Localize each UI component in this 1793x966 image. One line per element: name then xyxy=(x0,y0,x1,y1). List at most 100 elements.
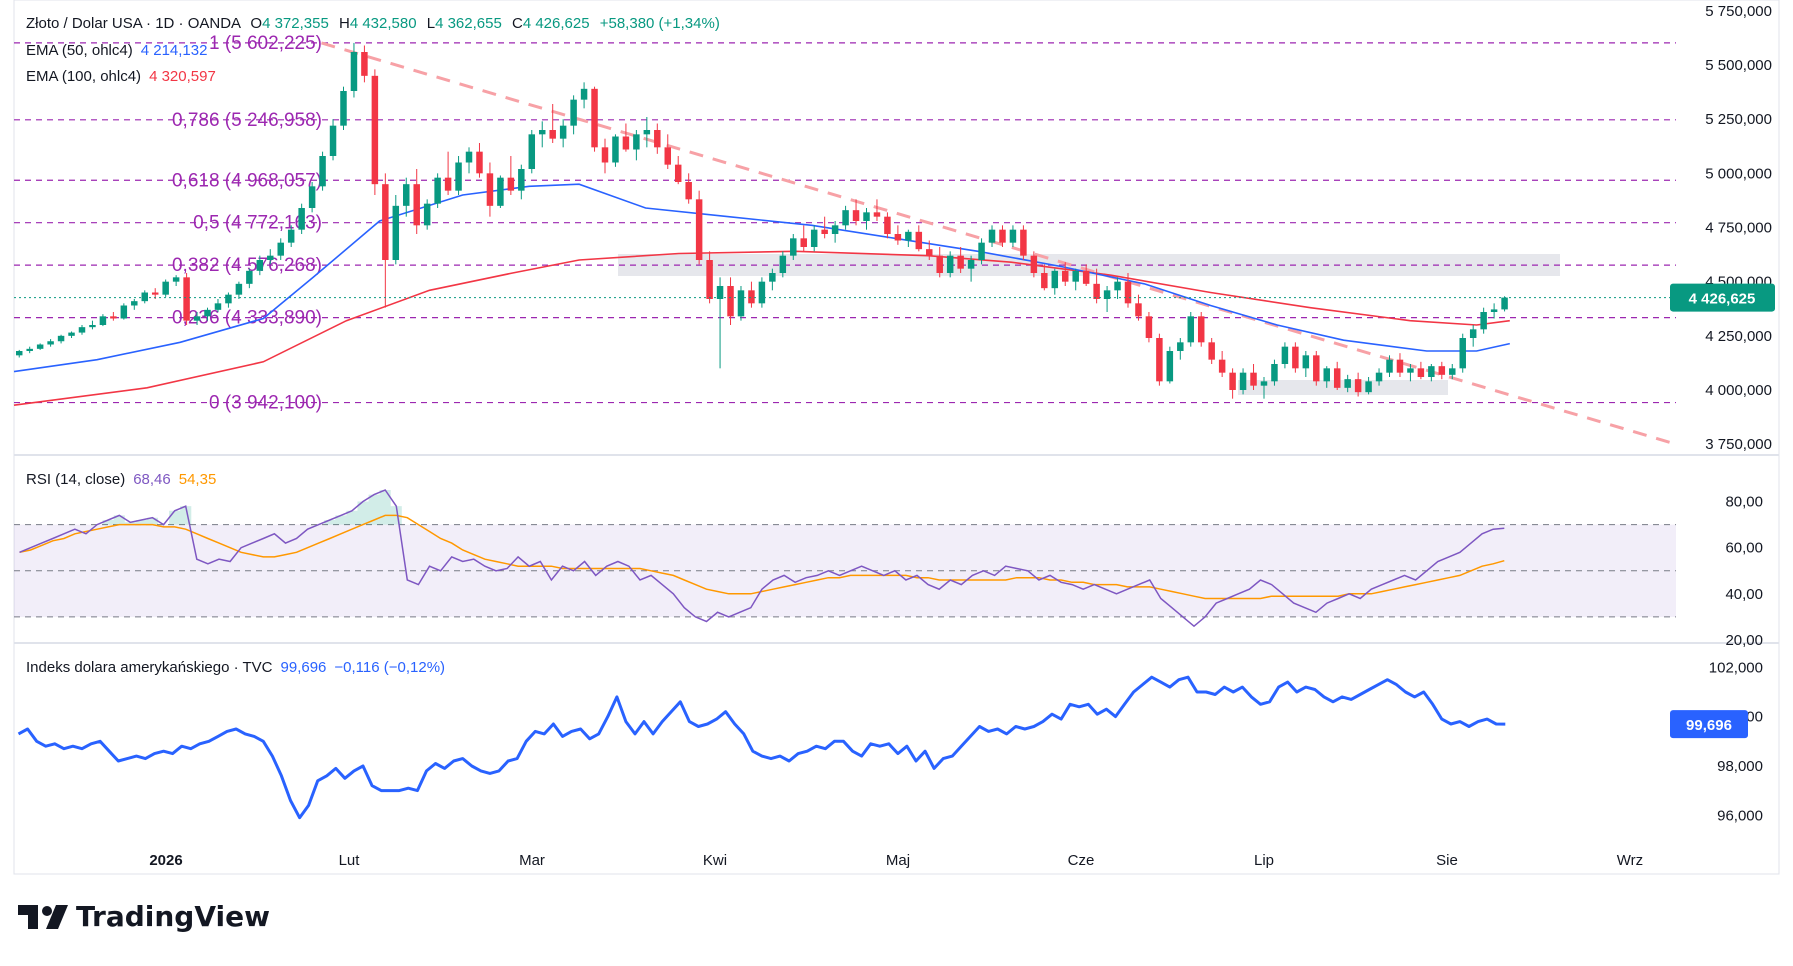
tradingview-logo[interactable]: TradingView xyxy=(18,900,270,933)
price-axis: 5 750,000 5 500,000 5 250,000 5 000,000 4 75… xyxy=(1705,3,1772,453)
candle xyxy=(654,123,661,154)
candle xyxy=(78,325,86,335)
candle xyxy=(769,268,776,291)
candle xyxy=(277,238,284,260)
candle xyxy=(1417,361,1425,380)
candle xyxy=(1239,368,1247,395)
dxy-badge-text: 99,696 xyxy=(1686,717,1732,734)
candle xyxy=(47,339,54,347)
candle-body xyxy=(141,292,148,302)
candle-body xyxy=(800,238,807,247)
fib-level-label: 0,382 (4 576,268) xyxy=(172,255,322,276)
candle-body xyxy=(340,91,347,126)
candle-body xyxy=(1386,359,1393,373)
candle xyxy=(1208,338,1215,364)
resistance-zone xyxy=(618,254,1560,276)
candle-body xyxy=(57,335,65,342)
candle-body xyxy=(748,290,755,304)
candle xyxy=(225,292,232,308)
candle-body xyxy=(1438,366,1446,375)
dxy-change: −0,116 (−0,12%) xyxy=(334,659,445,676)
svg-text:EMA (50, ohlc4)4 214,132: EMA (50, ohlc4) 4 214,132 xyxy=(26,42,207,59)
price-tick-label: 5 500,000 xyxy=(1705,57,1772,74)
candle-body xyxy=(476,151,483,174)
dxy-tick-label: 96,000 xyxy=(1717,807,1763,824)
time-tick-label: Lip xyxy=(1254,852,1274,869)
candle xyxy=(172,275,180,286)
candle xyxy=(214,299,222,312)
candle-body xyxy=(486,173,494,206)
candle-body xyxy=(821,229,828,234)
candle xyxy=(1020,225,1027,260)
candle-body xyxy=(978,242,985,260)
candle xyxy=(1281,342,1289,369)
candle-body xyxy=(329,125,337,156)
candle xyxy=(340,86,347,130)
candle xyxy=(810,225,818,252)
candle xyxy=(706,251,713,304)
candle xyxy=(36,343,44,350)
price-panel[interactable]: 1 (5 602,225) 0,786 (5 246,958) 0,618 (4 9… xyxy=(13,3,1775,453)
candle xyxy=(643,117,651,148)
candle xyxy=(361,45,368,83)
candle xyxy=(1166,346,1174,384)
candle xyxy=(256,255,264,276)
candle-body xyxy=(26,348,33,351)
candle xyxy=(1145,312,1153,343)
tradingview-logo-icon xyxy=(18,904,68,929)
candle-body xyxy=(643,130,651,135)
candle xyxy=(329,119,337,161)
candle-body xyxy=(1302,355,1310,369)
candle xyxy=(267,249,274,265)
candle xyxy=(1375,368,1383,386)
candle xyxy=(382,173,389,308)
candle-body xyxy=(507,177,515,191)
candle-body xyxy=(1396,359,1404,373)
open-label: O xyxy=(250,15,262,32)
candle xyxy=(1229,368,1236,399)
candle xyxy=(591,86,598,152)
rsi-ma-line xyxy=(19,514,1505,600)
candle-body xyxy=(1072,270,1079,282)
candle-body xyxy=(1480,312,1487,330)
candle-body xyxy=(957,255,964,269)
candle xyxy=(26,346,33,354)
rsi-line xyxy=(19,489,1505,628)
brand-name: TradingView xyxy=(76,900,270,933)
candle xyxy=(298,203,305,234)
candle xyxy=(1187,312,1195,347)
candle xyxy=(1082,264,1090,286)
svg-text:Złoto / Dolar USA · 1D · OANDA: Złoto / Dolar USA · 1D · OANDA O4 372,35… xyxy=(26,15,720,32)
rsi-panel[interactable]: 80,00 60,00 40,00 20,00 xyxy=(14,489,1763,649)
candle xyxy=(287,225,295,247)
candle-body xyxy=(737,290,745,317)
candle xyxy=(894,225,902,245)
candle-body xyxy=(465,151,473,163)
candle-body xyxy=(612,136,619,163)
candle-body xyxy=(769,273,776,282)
candle xyxy=(821,216,828,239)
descending-trend-line xyxy=(321,41,1677,446)
candle-body xyxy=(716,286,724,299)
candle xyxy=(978,238,985,265)
candle-body xyxy=(790,238,797,256)
candle xyxy=(423,199,431,230)
candle-body xyxy=(1208,342,1215,360)
candle xyxy=(120,303,128,320)
candle-body xyxy=(36,344,44,349)
change-value: +58,380 (+1,34%) xyxy=(600,15,720,32)
candle-body xyxy=(1009,229,1017,243)
candle-body xyxy=(371,75,379,185)
candle xyxy=(1030,251,1038,278)
candle-body xyxy=(1313,355,1320,382)
fib-level-label: 0,618 (4 968,057) xyxy=(172,170,322,191)
candle-body xyxy=(915,231,923,250)
candle-body xyxy=(1093,283,1100,299)
candle-body xyxy=(1124,281,1132,304)
candle-body xyxy=(1051,270,1059,289)
fib-level-label: 0,5 (4 772,163) xyxy=(193,213,322,234)
candle xyxy=(1501,296,1508,312)
